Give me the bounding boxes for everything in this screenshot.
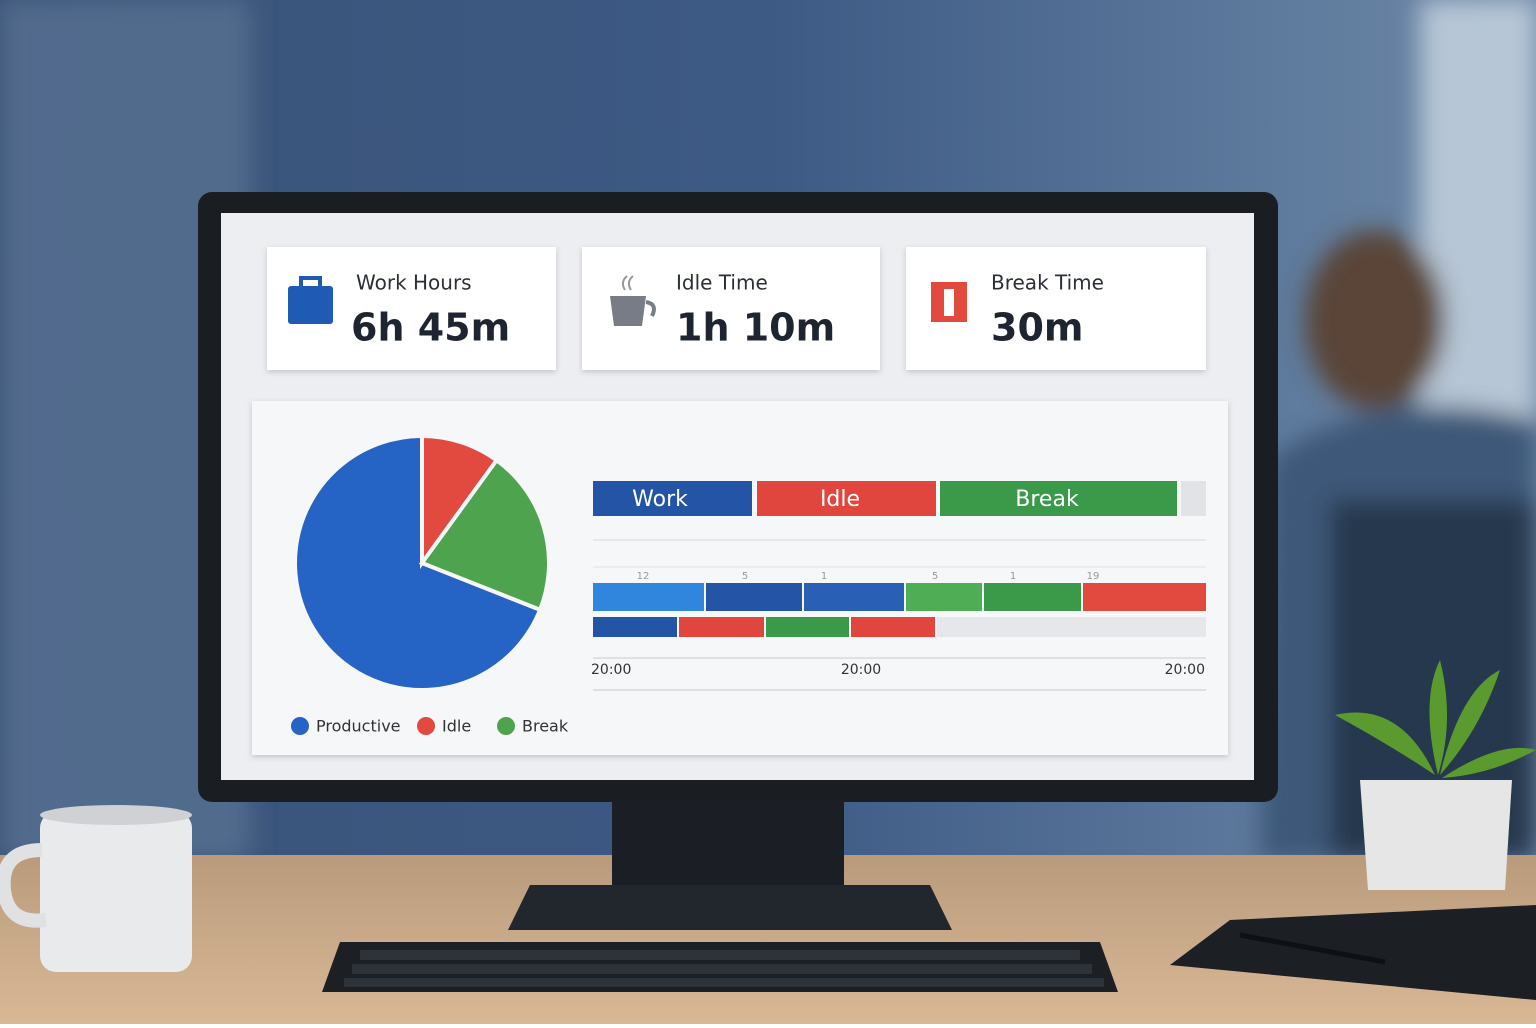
pie-chart: [293, 433, 551, 692]
timeline-tick: 1: [1010, 571, 1016, 582]
timeline-tick: 1: [821, 571, 827, 582]
cup-icon: [610, 296, 646, 326]
mug-rim: [40, 805, 192, 825]
card-value: 30m: [991, 306, 1083, 350]
card-value: 6h 45m: [351, 306, 510, 350]
pie-slice: [293, 433, 543, 692]
legend-swatch: [291, 717, 309, 735]
keys: [344, 950, 1104, 987]
timeline-axis-label: 20:00: [1165, 662, 1205, 678]
mug: [40, 812, 192, 972]
timeline: 12 5 1 5 1 19 20:00 20:00 20:00: [591, 566, 1206, 691]
status-label: Break: [1015, 487, 1079, 512]
card-label: Idle Time: [676, 271, 768, 295]
timeline-tick: 12: [637, 571, 650, 582]
plant-leaves: [1335, 660, 1536, 778]
card: Idle Time 1h 10m: [582, 247, 880, 370]
status-bar: Work Idle Break: [593, 481, 1206, 516]
timeline-axis-label: 20:00: [841, 662, 881, 678]
plant-pot: [1360, 780, 1512, 890]
status-segment: [757, 481, 936, 516]
pie-slice: [418, 457, 551, 613]
briefcase-icon: [288, 286, 333, 324]
card-label: Work Hours: [356, 271, 472, 295]
timeline-tick: 5: [932, 571, 938, 582]
legend-swatch: [497, 717, 515, 735]
monitor-base: [508, 885, 952, 930]
status-label: Idle: [820, 487, 860, 512]
legend-label: Idle: [442, 717, 471, 736]
status-label: Work: [632, 487, 688, 512]
pen: [1239, 932, 1386, 965]
legend-label: Productive: [316, 717, 401, 736]
status-segment: [593, 481, 752, 516]
mug-handle: [0, 843, 47, 928]
legend-swatch: [417, 717, 435, 735]
status-segment: [940, 481, 1177, 516]
legend-label: Break: [522, 717, 569, 736]
card-value: 1h 10m: [676, 306, 835, 350]
card-label: Break Time: [991, 271, 1104, 295]
timeline-tick: 19: [1087, 571, 1100, 582]
status-segment: [1181, 481, 1206, 516]
card: Break Time 30m: [906, 247, 1206, 370]
legend: Productive Idle Break: [291, 717, 569, 736]
timeline-axis-label: 20:00: [591, 662, 631, 678]
timeline-tick: 5: [742, 571, 748, 582]
tablet: [1170, 905, 1536, 1000]
monitor-neck: [612, 800, 844, 895]
card: Work Hours 6h 45m: [267, 247, 556, 370]
